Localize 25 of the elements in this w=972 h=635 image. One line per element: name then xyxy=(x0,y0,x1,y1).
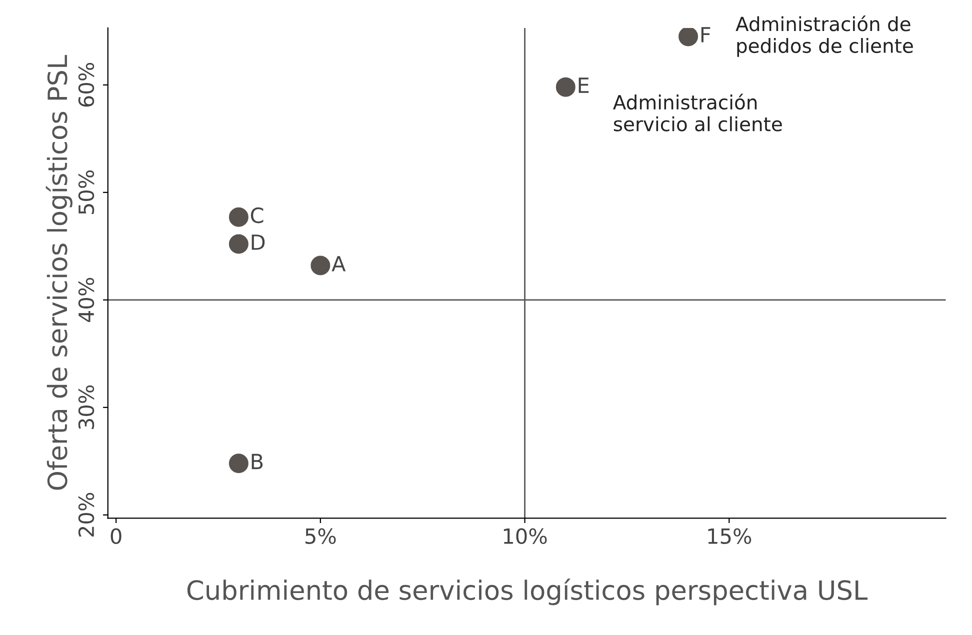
annotation: Administración servicio al cliente xyxy=(613,94,782,132)
point xyxy=(228,207,248,227)
point xyxy=(310,256,330,276)
y-tick-label: 40% xyxy=(78,278,94,322)
y-tick-label: 20% xyxy=(78,492,94,537)
y-axis-title: Oferta de servicios logísticos PSL xyxy=(46,54,72,490)
x-tick-label: 10% xyxy=(504,528,547,544)
x-tick-label: 5% xyxy=(306,528,336,544)
annotation: B xyxy=(252,454,263,470)
y-tick-label: 30% xyxy=(78,385,94,429)
y-tick-label: 50% xyxy=(78,170,94,214)
x-tick-label: 0 xyxy=(110,528,122,544)
point xyxy=(228,454,248,474)
annotation: E xyxy=(578,78,589,93)
y-tick-label: 60% xyxy=(78,62,94,107)
point xyxy=(228,234,248,254)
annotation: F xyxy=(701,27,710,42)
x-tick-label: 15% xyxy=(708,528,752,544)
x-axis-title: Cubrimiento de servicios logísticos perspectiva USL xyxy=(187,578,868,606)
annotation: C xyxy=(250,207,264,224)
annotation: A xyxy=(332,256,346,272)
annotation: D xyxy=(252,234,265,250)
point xyxy=(678,28,698,46)
annotation: Administración de pedidos de cliente xyxy=(736,15,913,57)
point xyxy=(556,77,576,97)
